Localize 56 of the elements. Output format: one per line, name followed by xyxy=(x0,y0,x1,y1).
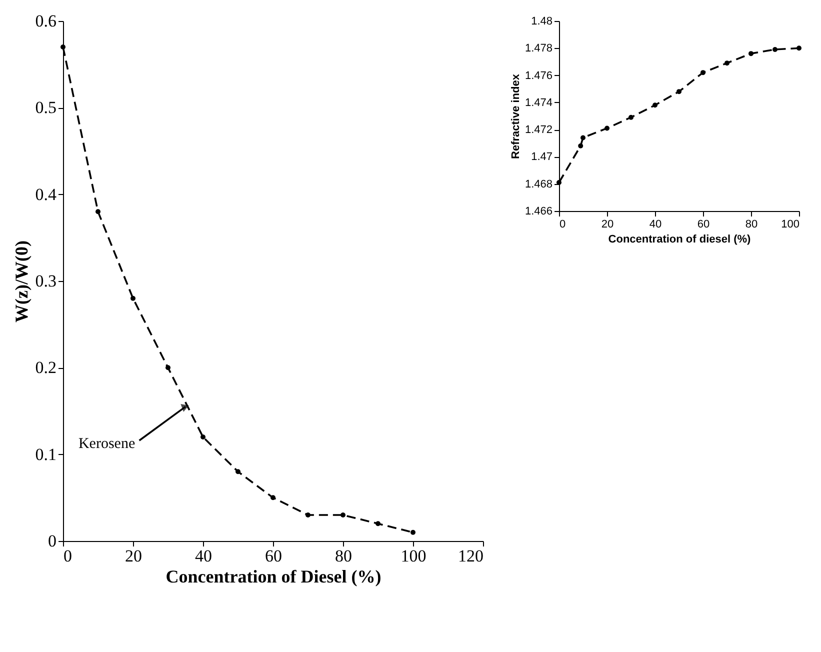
y-tick-label: 1.476 xyxy=(524,70,552,82)
y-tick-label: 0.2 xyxy=(35,358,56,378)
y-tick-label: 1.468 xyxy=(524,178,552,190)
x-tick-label: 120 xyxy=(458,546,484,566)
point xyxy=(772,47,778,52)
point xyxy=(200,434,206,440)
y-tick-label: 0 xyxy=(48,532,56,550)
point xyxy=(676,89,682,94)
x-tick-label: 0 xyxy=(560,218,566,230)
x-tick-label: 40 xyxy=(195,546,212,566)
point xyxy=(796,46,802,51)
y-tick-label: 0.3 xyxy=(35,272,56,290)
y-tick-label: 1.472 xyxy=(524,124,552,136)
point xyxy=(166,365,170,370)
x-tick-label: 100 xyxy=(781,218,800,230)
point xyxy=(236,469,240,474)
point xyxy=(96,209,100,214)
y-tick-label: 0.6 xyxy=(35,12,56,30)
x-tick-label: 80 xyxy=(335,546,352,566)
point xyxy=(60,44,66,50)
point xyxy=(724,60,730,66)
x-tick-label: 60 xyxy=(697,218,710,230)
point xyxy=(306,512,310,518)
y-axis-title: Refractive index xyxy=(510,73,522,159)
point xyxy=(410,530,416,535)
y-tick-label: 0.1 xyxy=(35,444,56,464)
point xyxy=(578,143,584,148)
y-tick-label: 1.47 xyxy=(531,151,552,164)
x-tick-label: 40 xyxy=(649,218,662,230)
point xyxy=(340,512,346,518)
x-tick-label: 60 xyxy=(265,546,282,566)
x-tick-label: 20 xyxy=(125,546,142,566)
point xyxy=(580,135,586,140)
y-tick-label: 1.478 xyxy=(524,42,552,55)
point xyxy=(652,102,658,108)
x-tick-label: 80 xyxy=(745,218,758,230)
x-tick-label: 100 xyxy=(400,546,426,566)
annotation: Kerosene xyxy=(78,436,136,452)
point xyxy=(604,126,610,131)
point xyxy=(748,51,754,56)
point xyxy=(130,296,136,301)
point xyxy=(556,180,562,185)
y-tick-label: 0.4 xyxy=(35,184,57,204)
y-tick-label: 1.48 xyxy=(531,16,552,28)
x-axis-title: Concentration of Diesel (%) xyxy=(166,566,382,586)
point xyxy=(376,521,380,526)
point xyxy=(628,114,634,120)
y-axis-title: W(z)/W(0) xyxy=(11,240,32,322)
x-tick-label: 0 xyxy=(64,546,72,566)
y-tick-label: 1.466 xyxy=(524,206,552,218)
y-tick-label: 0.5 xyxy=(35,98,56,118)
x-axis-title: Concentration of diesel (%) xyxy=(608,234,752,246)
point xyxy=(700,70,706,76)
x-tick-label: 20 xyxy=(601,218,614,230)
point xyxy=(270,495,276,500)
y-tick-label: 1.474 xyxy=(524,96,552,109)
